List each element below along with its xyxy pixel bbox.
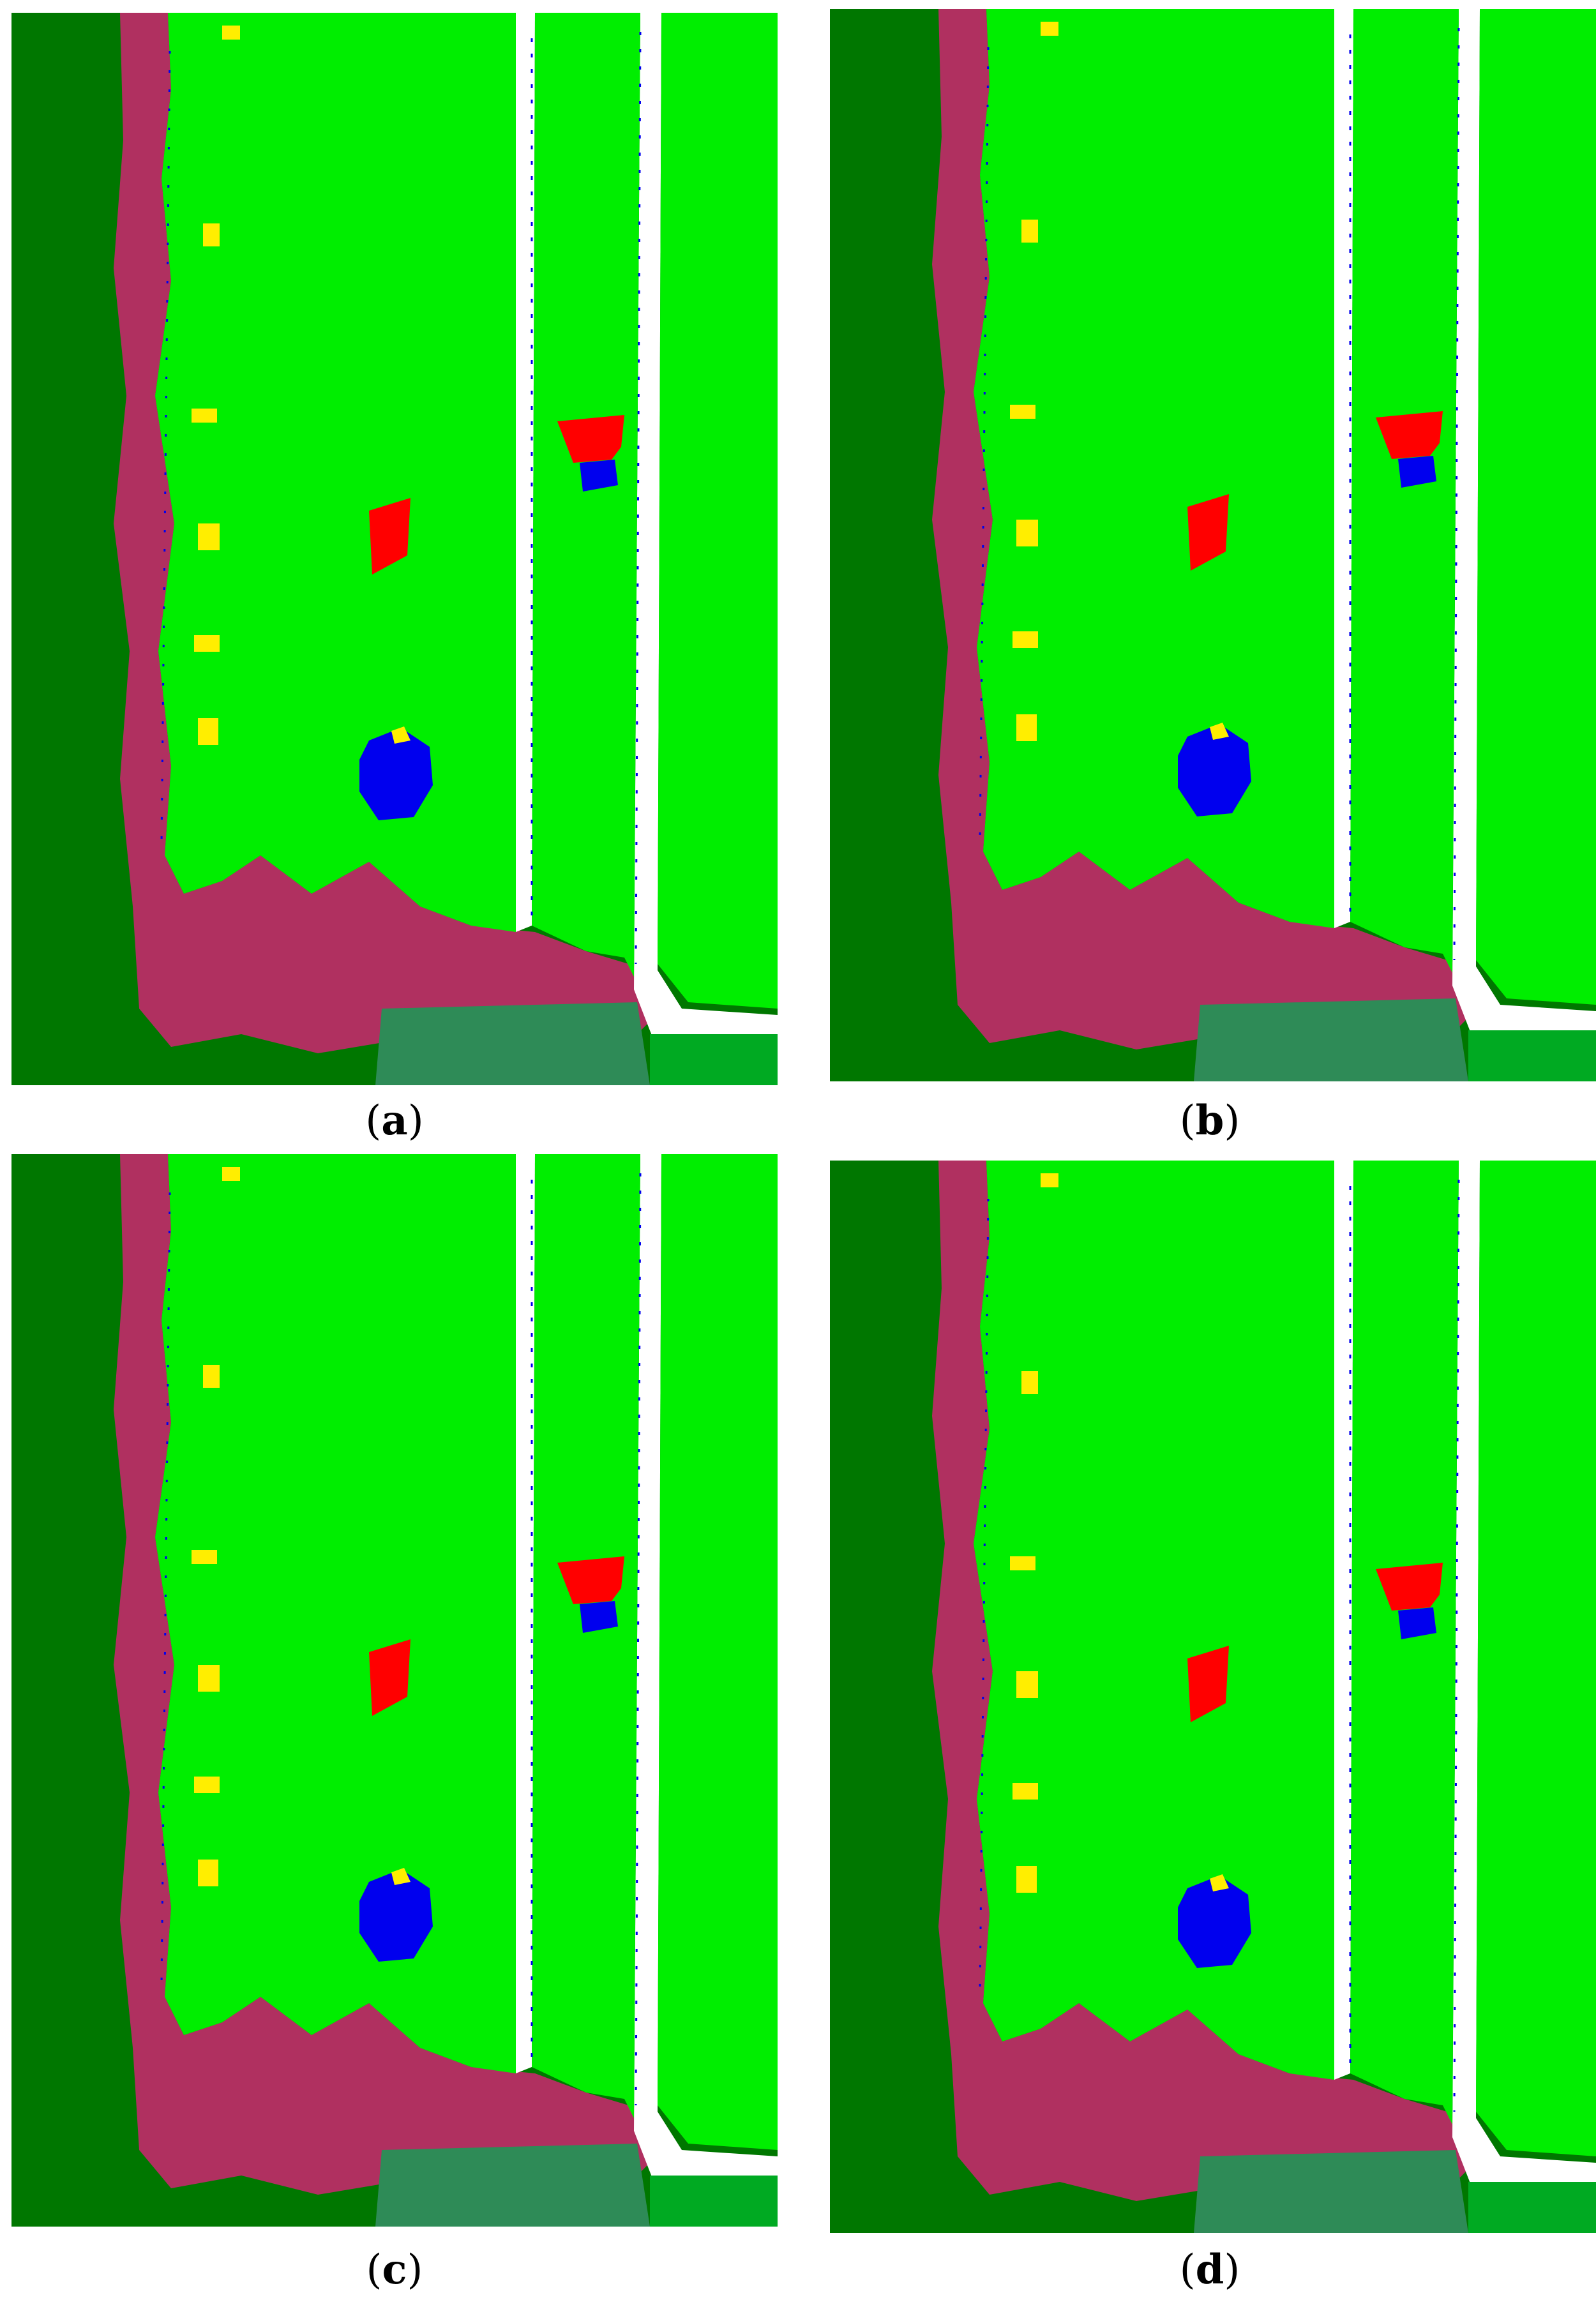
caption-a: (a) (365, 1097, 424, 1145)
caption-c: (c) (366, 2246, 423, 2294)
panel-d-map (830, 1161, 1596, 2233)
caption-b: (b) (1179, 1097, 1240, 1145)
classification-map-d (830, 1161, 1596, 2233)
classification-map-c (11, 1154, 778, 2227)
caption-d: (d) (1179, 2246, 1240, 2294)
panel-c-map (11, 1154, 778, 2227)
panel-b-map (830, 9, 1596, 1081)
classification-map-a (11, 13, 778, 1085)
panel-a-map (11, 13, 778, 1085)
classification-map-b (830, 9, 1596, 1081)
